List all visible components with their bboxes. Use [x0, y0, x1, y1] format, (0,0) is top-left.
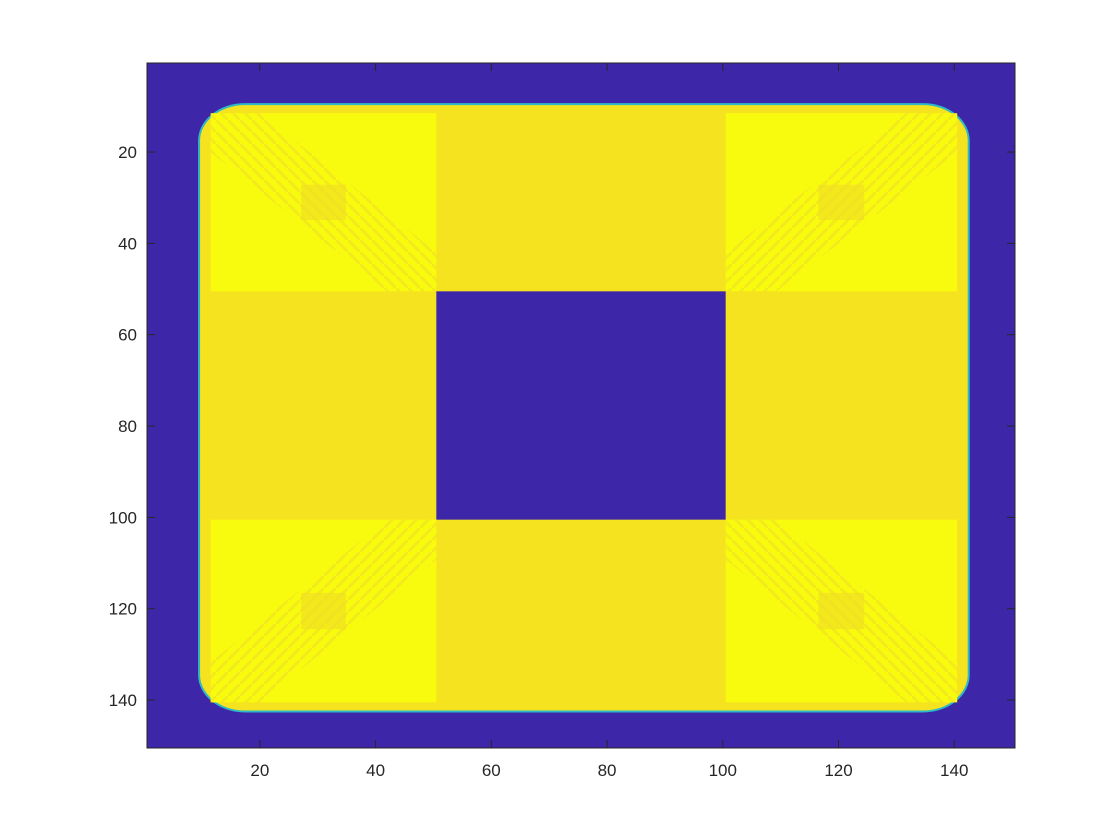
texture-square-corner-top-right: [818, 184, 865, 220]
y-tick-label: 100: [109, 508, 137, 527]
texture-square-corner-top-left: [301, 184, 346, 220]
y-tick-label: 140: [109, 691, 137, 710]
y-tick-label: 20: [118, 143, 137, 162]
y-tick-label: 60: [118, 326, 137, 345]
y-tick-label: 80: [118, 417, 137, 436]
y-tick-label: 40: [118, 234, 137, 253]
axes-box: [146, 62, 1016, 749]
x-tick-label: 120: [824, 761, 852, 780]
plot-area: [147, 63, 1015, 748]
y-tick-label: 120: [109, 600, 137, 619]
texture-square-corner-bottom-right: [818, 592, 865, 630]
x-tick-label: 20: [250, 761, 269, 780]
x-tick-label: 40: [366, 761, 385, 780]
heatmap-region-center-hole: [436, 291, 726, 520]
texture-square-corner-bottom-left: [301, 592, 346, 630]
x-axis: 20 40 60 80 100 120 140: [250, 63, 968, 780]
y-axis: 20 40 60 80 100 120 140: [109, 143, 1015, 710]
x-tick-label: 80: [598, 761, 617, 780]
x-tick-label: 140: [940, 761, 968, 780]
x-tick-label: 60: [482, 761, 501, 780]
x-tick-label: 100: [709, 761, 737, 780]
